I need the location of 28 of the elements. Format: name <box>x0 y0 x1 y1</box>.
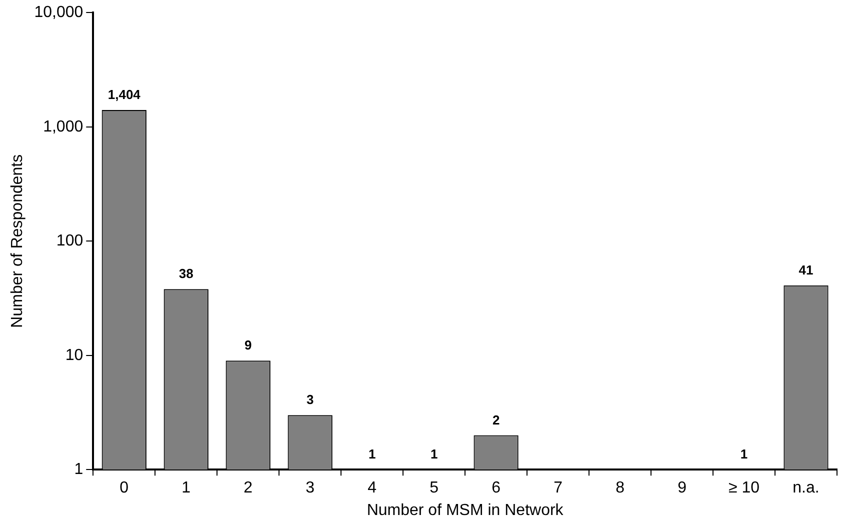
data-label: 2 <box>492 412 500 428</box>
data-label: 1 <box>368 446 376 462</box>
y-tick-label: 10,000 <box>34 4 84 22</box>
x-tick-label: 7 <box>554 480 563 497</box>
y-tick-label: 100 <box>56 232 84 250</box>
x-tick-label: n.a. <box>792 480 820 497</box>
data-label: 9 <box>244 338 252 353</box>
data-label: 1 <box>740 446 748 462</box>
x-tick-label: ≥ 10 <box>728 480 760 497</box>
x-tick-label: 8 <box>616 480 625 497</box>
y-tick-label: 10 <box>65 346 84 364</box>
x-axis-title: Number of MSM in Network <box>366 502 564 519</box>
data-label: 41 <box>798 262 814 278</box>
y-tick-label: 1,000 <box>43 118 84 136</box>
x-tick-label: 5 <box>430 480 439 497</box>
y-axis-title: Number of Respondents <box>9 154 26 328</box>
x-tick-label: 0 <box>120 480 129 497</box>
data-label: 1 <box>430 446 438 462</box>
x-tick-label: 3 <box>306 480 315 497</box>
data-label: 1,404 <box>108 87 142 102</box>
x-tick-label: 2 <box>244 480 253 497</box>
x-tick-label: 9 <box>678 480 687 497</box>
y-tick-label: 1 <box>74 461 84 478</box>
x-tick-label: 4 <box>368 480 377 497</box>
x-tick-label: 6 <box>492 480 501 497</box>
data-label: 3 <box>306 392 314 408</box>
x-tick-label: 1 <box>182 480 191 497</box>
data-label: 38 <box>178 266 194 282</box>
